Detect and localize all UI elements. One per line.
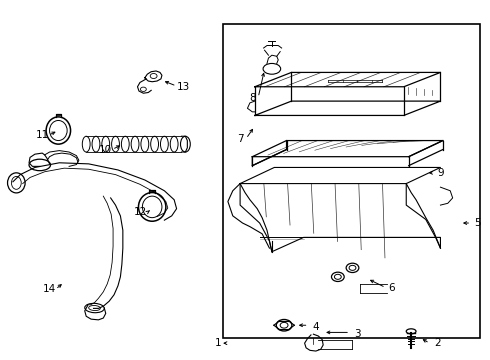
Text: 7: 7 (237, 134, 244, 144)
Text: 11: 11 (36, 130, 49, 140)
Text: 5: 5 (474, 218, 480, 228)
Text: 6: 6 (388, 283, 395, 293)
Text: 8: 8 (249, 93, 256, 103)
Text: 4: 4 (313, 322, 319, 332)
Text: 10: 10 (99, 144, 112, 154)
Text: 13: 13 (177, 82, 191, 92)
Text: 1: 1 (215, 338, 221, 348)
Text: 9: 9 (437, 168, 444, 178)
Bar (223, 24, 480, 338)
Text: 2: 2 (435, 338, 441, 348)
Text: 3: 3 (354, 329, 361, 339)
Text: 14: 14 (43, 284, 56, 294)
Text: 12: 12 (133, 207, 147, 217)
